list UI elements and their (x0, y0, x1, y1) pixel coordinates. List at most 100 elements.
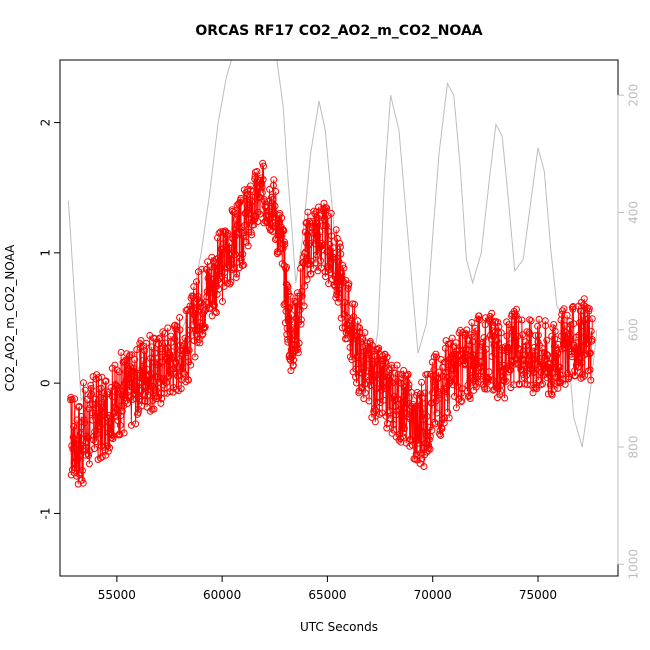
data-point (549, 354, 556, 362)
data-point (284, 290, 292, 298)
data-point (324, 227, 332, 235)
data-point (287, 326, 295, 334)
data-point (550, 321, 558, 328)
data-point (226, 251, 234, 259)
data-point (237, 194, 245, 202)
data-point (87, 385, 95, 392)
data-point (578, 322, 586, 330)
data-point (470, 351, 478, 359)
y-tick-label: 1 (39, 249, 53, 257)
data-point (137, 337, 145, 344)
data-point (207, 288, 215, 296)
data-point (566, 337, 574, 344)
data-point (71, 395, 79, 403)
data-point (151, 349, 159, 357)
data-point (75, 403, 83, 411)
data-point (572, 372, 579, 380)
data-point (429, 389, 437, 397)
data-point (240, 229, 248, 237)
data-point (494, 318, 502, 326)
data-point (346, 343, 354, 351)
data-point (588, 315, 596, 323)
data-point (523, 381, 531, 389)
data-point (100, 408, 107, 416)
data-point (438, 425, 446, 433)
data-point (356, 329, 364, 336)
data-point (315, 212, 323, 219)
x-tick-label: 70000 (414, 588, 452, 602)
data-point (522, 342, 530, 350)
data-point (379, 396, 387, 404)
data-point (219, 298, 226, 305)
data-point (214, 234, 221, 242)
data-point (215, 285, 223, 293)
data-point (247, 228, 255, 236)
data-point (457, 398, 465, 406)
data-point (475, 312, 483, 320)
data-point (365, 354, 373, 362)
data-point (563, 311, 571, 319)
data-point (281, 240, 289, 248)
data-point (227, 256, 235, 264)
data-point (333, 287, 341, 295)
data-point (586, 349, 594, 357)
data-point (334, 298, 342, 306)
data-point (522, 351, 530, 358)
data-point (534, 331, 542, 339)
data-point (201, 324, 208, 332)
data-point (464, 381, 472, 389)
data-point (115, 368, 123, 376)
data-point (441, 414, 449, 422)
data-point (193, 304, 201, 312)
data-point (77, 430, 84, 438)
data-point (150, 405, 158, 413)
data-point (175, 363, 183, 371)
data-point (417, 390, 424, 398)
data-point (235, 199, 243, 207)
data-point (529, 389, 537, 397)
data-point (546, 372, 553, 380)
data-point (127, 421, 135, 429)
data-point (519, 371, 527, 378)
data-point (294, 346, 302, 354)
data-point (253, 168, 261, 175)
y2-tick-label: 600 (627, 318, 641, 341)
data-point (496, 390, 504, 398)
data-point (307, 270, 315, 278)
data-point (109, 393, 117, 401)
data-point (297, 320, 305, 328)
data-point (523, 371, 530, 379)
data-point (177, 385, 185, 393)
data-point (526, 316, 534, 324)
data-point (229, 207, 236, 215)
data-point (345, 280, 353, 288)
data-point (293, 299, 300, 307)
data-point (149, 397, 157, 405)
data-point (298, 288, 306, 295)
data-point (159, 328, 167, 336)
y2-axis: 200 400 600 800 1000 (617, 84, 641, 580)
data-point (364, 351, 372, 359)
data-point (107, 423, 115, 431)
data-point (518, 316, 526, 324)
data-point (419, 405, 427, 413)
data-point (82, 432, 90, 440)
data-point (171, 321, 179, 329)
data-point (74, 480, 82, 488)
data-point (98, 453, 106, 461)
data-point (424, 432, 432, 440)
data-point (586, 366, 594, 374)
x-tick-label: 60000 (203, 588, 241, 602)
data-point (198, 331, 206, 339)
data-point (474, 315, 482, 323)
data-point (443, 393, 451, 401)
data-point (281, 300, 289, 308)
data-point (72, 464, 79, 472)
data-point (70, 423, 78, 430)
data-point (511, 310, 519, 318)
data-point (281, 238, 288, 246)
data-point (108, 431, 116, 439)
data-point (147, 354, 154, 362)
data-point (248, 231, 256, 239)
data-point (196, 319, 203, 327)
